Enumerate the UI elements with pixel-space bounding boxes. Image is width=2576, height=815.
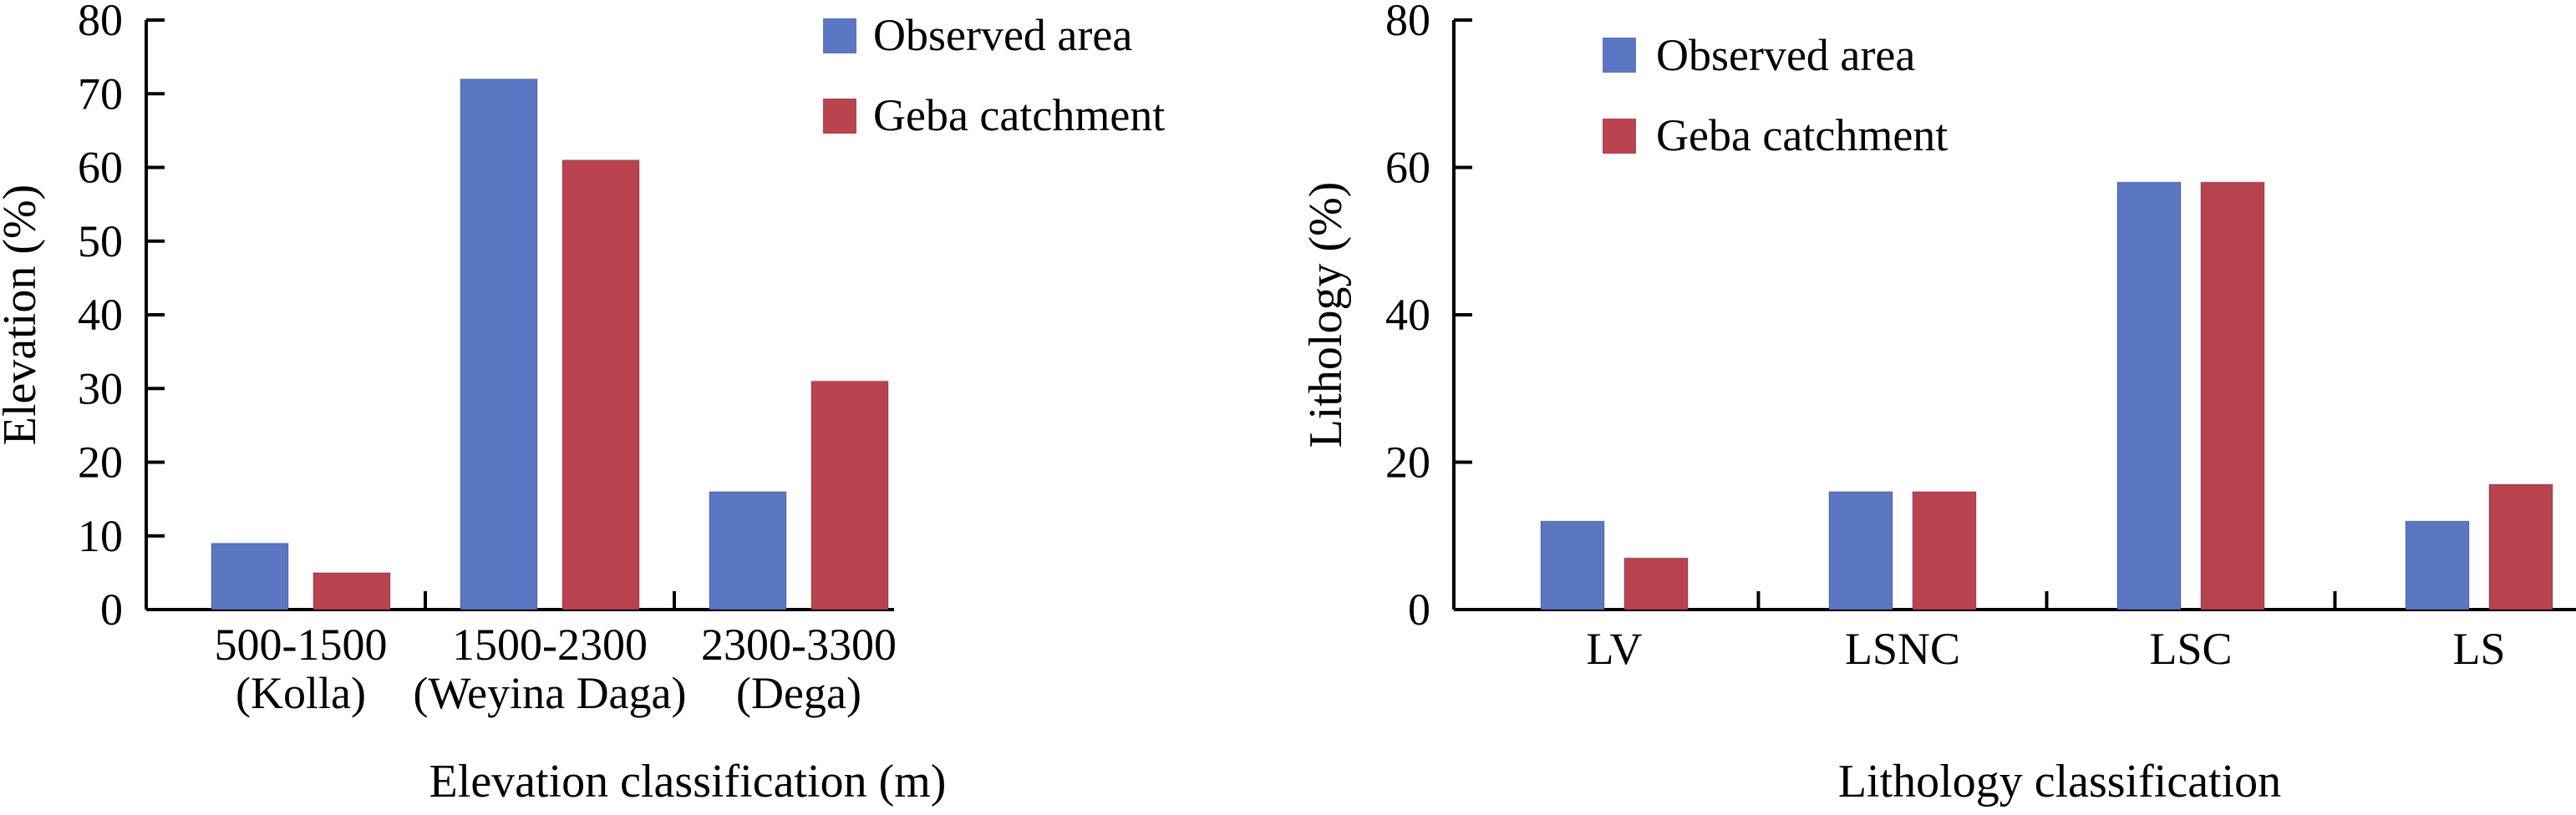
bar-observed bbox=[2405, 520, 2470, 610]
y-tick-label: 80 bbox=[1385, 0, 1430, 45]
category-labels: 500-1500(Kolla) 1500-2300(Weyina Daga) 230… bbox=[215, 620, 897, 718]
y-axis-title: Lithology (%) bbox=[1300, 182, 1352, 448]
x-category-label: (Weyina Daga) bbox=[414, 668, 687, 718]
bar-geba bbox=[2488, 483, 2553, 610]
y-tick-label: 30 bbox=[78, 363, 123, 413]
y-tick-label: 0 bbox=[100, 585, 123, 635]
bar-observed bbox=[1828, 490, 1893, 610]
x-category-label: LV bbox=[1586, 624, 1642, 674]
x-ticks bbox=[424, 591, 676, 610]
legend-swatch-geba bbox=[1603, 119, 1636, 154]
y-axis-title: Elevation (%) bbox=[0, 185, 46, 446]
x-category-label: LSNC bbox=[1845, 624, 1960, 674]
bar-geba bbox=[1623, 557, 1689, 610]
x-ticks bbox=[1756, 591, 2337, 610]
lithology-chart: 0 20 40 60 80 LV LSNC LSC LS Lithology (%) Lith… bbox=[1300, 0, 2576, 807]
bar-geba bbox=[1912, 490, 1977, 610]
legend-label-observed: Observed area bbox=[1656, 30, 1915, 80]
bar-observed bbox=[2116, 181, 2182, 610]
y-ticks: 0 20 40 60 80 bbox=[1385, 0, 1472, 635]
y-tick-label: 40 bbox=[1385, 290, 1430, 340]
x-category-label: 500-1500 bbox=[215, 620, 388, 670]
y-tick-label: 40 bbox=[78, 290, 123, 340]
legend-label-geba: Geba catchment bbox=[1656, 110, 1948, 160]
y-tick-label: 10 bbox=[78, 511, 123, 561]
y-tick-label: 60 bbox=[78, 143, 123, 193]
legend-swatch-observed bbox=[1603, 38, 1636, 73]
x-category-label: (Dega) bbox=[736, 668, 861, 718]
bar-geba bbox=[810, 380, 889, 610]
y-tick-label: 70 bbox=[78, 68, 123, 119]
y-ticks: 0 10 20 30 40 50 60 70 80 bbox=[78, 0, 165, 635]
x-axis-title: Lithology classification bbox=[1838, 756, 2281, 807]
x-category-label: (Kolla) bbox=[236, 668, 366, 718]
y-tick-label: 80 bbox=[78, 0, 123, 45]
y-tick-label: 20 bbox=[78, 438, 123, 488]
bar-observed bbox=[709, 490, 787, 610]
legend-label-observed: Observed area bbox=[873, 10, 1132, 60]
legend-label-geba: Geba catchment bbox=[873, 90, 1165, 140]
x-category-label: LSC bbox=[2149, 624, 2232, 674]
bar-geba bbox=[561, 159, 640, 611]
category-labels: LV LSNC LSC LS bbox=[1586, 624, 2505, 674]
bar-observed bbox=[211, 542, 289, 611]
elevation-chart: 0 10 20 30 40 50 60 70 80 500-1500(Kolla) 1500-23… bbox=[0, 0, 1165, 807]
bars bbox=[211, 78, 889, 611]
y-tick-label: 0 bbox=[1408, 585, 1430, 635]
x-category-label: 2300-3300 bbox=[701, 620, 897, 670]
bar-observed bbox=[460, 78, 538, 611]
y-tick-label: 60 bbox=[1385, 143, 1430, 193]
x-axis-title: Elevation classification (m) bbox=[429, 756, 947, 807]
bar-geba bbox=[312, 571, 391, 610]
x-category-label: 1500-2300 bbox=[452, 620, 648, 670]
legend: Observed area Geba catchment bbox=[1603, 30, 1948, 160]
y-tick-label: 20 bbox=[1385, 438, 1430, 488]
legend: Observed area Geba catchment bbox=[823, 10, 1165, 140]
bar-observed bbox=[1540, 520, 1605, 610]
y-tick-label: 50 bbox=[78, 216, 123, 266]
legend-swatch-observed bbox=[823, 18, 856, 53]
bar-geba bbox=[2200, 181, 2265, 610]
bars bbox=[1540, 181, 2553, 610]
legend-swatch-geba bbox=[823, 99, 856, 134]
x-category-label: LS bbox=[2452, 624, 2505, 674]
